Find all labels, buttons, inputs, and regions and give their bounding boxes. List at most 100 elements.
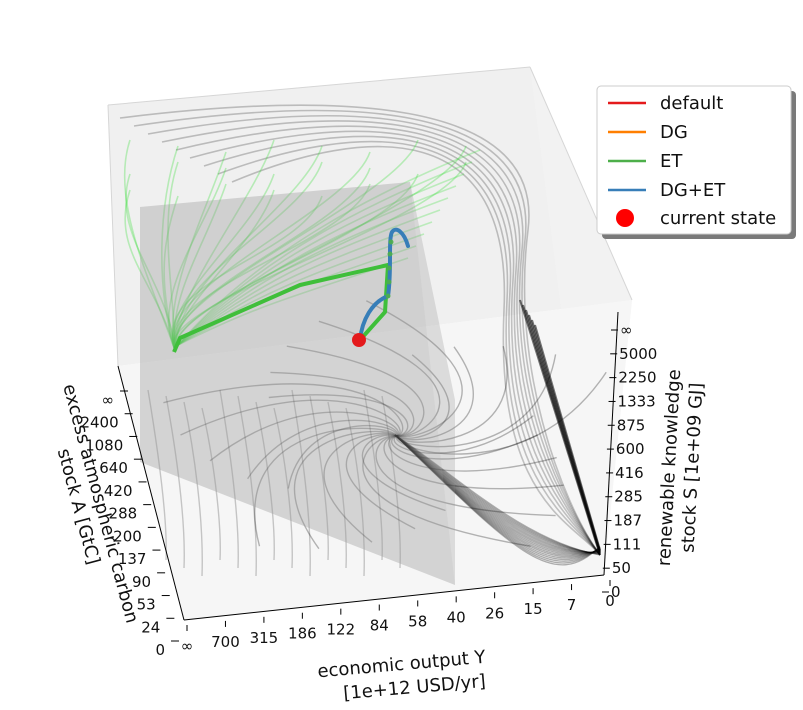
streamline-et [177, 161, 473, 346]
z-axis-tick-label: 2250 [618, 369, 656, 387]
y-axis-tick-label: 288 [109, 505, 138, 523]
streamline-default [309, 395, 329, 561]
x-axis-tick-label: 122 [326, 621, 355, 639]
streamline-default [175, 125, 601, 556]
y-axis-tick-label: 1080 [85, 436, 123, 454]
y-axis-tick-label: ∞ [102, 391, 115, 409]
z-axis-tick-label: 416 [615, 464, 644, 482]
x-axis-tick-label: 186 [288, 625, 317, 643]
legend-label-dg-et: DG+ET [660, 180, 726, 201]
streamline-et [174, 145, 467, 351]
streamline-default [291, 389, 311, 577]
streamline-default [394, 434, 601, 554]
streamline-default [396, 354, 557, 448]
streamline-default [255, 401, 275, 561]
streamline-et [163, 195, 179, 351]
y-axis-tick-label: 200 [113, 527, 142, 545]
streamline-default [147, 389, 167, 561]
streamline-default [394, 434, 601, 566]
streamline-default [394, 434, 601, 555]
streamline-default [394, 434, 601, 556]
x-axis-tick-label: 15 [524, 600, 543, 618]
streamline-default [203, 135, 601, 556]
pane-edge [107, 66, 531, 106]
z-axis-tick-label: ∞ [620, 321, 633, 339]
x-axis-tick-label: 0 [605, 592, 615, 610]
streamline-default [395, 371, 607, 455]
streamline-default [217, 140, 601, 556]
trajectory-et-marker [387, 251, 393, 257]
z-axis-tick-label: 600 [616, 440, 645, 458]
legend-label-et: ET [660, 151, 683, 172]
streamline-default [254, 427, 398, 547]
streamline-default [270, 371, 415, 437]
trajectory-et [172, 263, 390, 353]
legend-marker-current-state [616, 209, 634, 227]
x-axis-tick-label: 700 [211, 633, 240, 651]
streamline-et [172, 183, 371, 351]
z-axis-tick-label: 50 [612, 559, 631, 577]
boundary-planes [140, 182, 455, 585]
streamline-et [173, 139, 275, 351]
streamline-et [173, 183, 227, 351]
streamline-et [177, 197, 449, 346]
streamline-default [396, 354, 450, 439]
streamline-et [123, 139, 176, 351]
streamline-default [237, 395, 257, 577]
streamline-default [286, 345, 425, 437]
y-axis-tick-label: 24 [141, 618, 160, 636]
streamline-et [177, 209, 441, 346]
legend-label-dg: DG [660, 122, 688, 143]
trajectory-et-marker [388, 239, 394, 245]
streamline-et [171, 173, 275, 351]
z-ticks: ∞ 5000 2250 1333 875 600 416 285 187 111 50 0 [602, 321, 657, 601]
trajectory-et-marker [385, 293, 391, 299]
boundary-plane-diagonal [410, 182, 455, 585]
x-ticks: ∞ 700 315 186 122 84 58 40 26 15 7 0 [181, 580, 615, 655]
streamline-default [393, 415, 534, 454]
z-axis-tick-label: 1333 [618, 392, 656, 410]
z-axis-tick-label: 285 [614, 488, 643, 506]
streamline-et [161, 145, 179, 351]
y-axis-tick-label: 2400 [80, 414, 118, 432]
streamline-et [171, 151, 227, 351]
streamline-default [165, 395, 185, 569]
streamline-default [394, 434, 601, 554]
streamline-default [293, 430, 398, 550]
x-axis-tick-label: 84 [370, 617, 389, 635]
trajectory-dg-et [358, 227, 410, 342]
streamline-default [163, 383, 404, 437]
streamline-default [394, 434, 601, 555]
streamline-default [133, 109, 601, 556]
streamline-default [394, 434, 601, 557]
streamline-default [391, 434, 538, 460]
trajectory-layer [172, 227, 410, 353]
streamline-default [180, 399, 401, 437]
legend-box [596, 85, 792, 235]
streamline-default [273, 407, 293, 569]
streamline-default [394, 434, 601, 562]
streamline-default [209, 411, 400, 462]
x-axis-tick-label: ∞ [181, 637, 194, 655]
streamline-default [365, 300, 463, 438]
pane-edge [107, 104, 119, 367]
streamline-default [375, 435, 556, 517]
x-axis-line [183, 574, 605, 621]
y-axis-tick-label: 420 [104, 482, 133, 500]
streamline-default [381, 395, 401, 569]
y-axis-tick-label: 90 [132, 573, 151, 591]
y-axis-tick-label: 0 [155, 641, 165, 659]
streamline-et [167, 167, 227, 351]
streamline-default [394, 434, 601, 564]
streamline-et [177, 185, 457, 346]
current-state-marker [352, 333, 366, 347]
streamline-et [124, 189, 176, 351]
streamline-et [172, 151, 371, 351]
streamline-default [219, 389, 239, 569]
streamline-default [189, 130, 601, 556]
streamline-default [345, 433, 416, 530]
y-axis-tick-label: 53 [137, 596, 156, 614]
streamline-default [327, 401, 347, 569]
